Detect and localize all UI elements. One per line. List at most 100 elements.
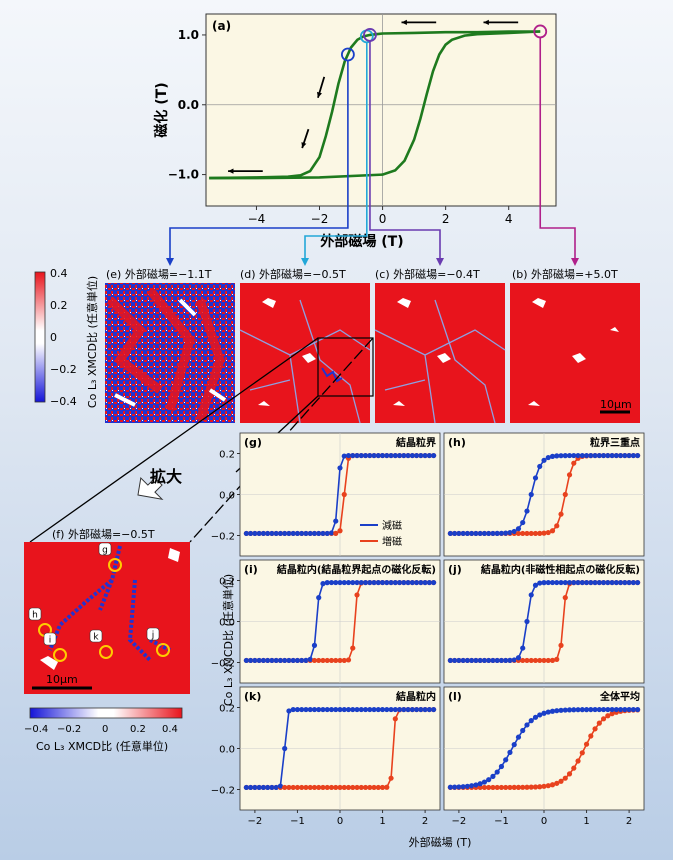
ascending-branch <box>209 30 541 180</box>
decreasing-point <box>613 706 619 713</box>
increasing-point <box>558 511 564 517</box>
panel-label-a: (a) <box>212 19 231 33</box>
increasing-point <box>379 784 386 791</box>
decreasing-point <box>375 579 381 586</box>
decreasing-point <box>532 714 539 720</box>
hyst-xtick-4: 4 <box>505 212 513 226</box>
decreasing-point <box>511 742 517 748</box>
increasing-point <box>511 784 517 790</box>
increasing-point <box>354 592 360 598</box>
decreasing-point <box>609 579 615 586</box>
decreasing-point <box>358 579 364 586</box>
increasing-point <box>545 657 551 664</box>
increasing-point <box>333 784 339 791</box>
increasing-point <box>524 530 530 537</box>
decreasing-point <box>592 579 598 586</box>
increasing-point <box>524 657 530 664</box>
inset-point-marker-g <box>108 558 122 572</box>
decreasing-point <box>528 491 534 498</box>
decreasing-point <box>524 722 530 728</box>
decreasing-point <box>583 452 590 459</box>
decreasing-point <box>452 784 458 790</box>
decreasing-point <box>549 579 556 586</box>
scale-bar-main-label: 10μm <box>600 398 632 411</box>
increasing-point <box>571 460 577 466</box>
loop-id: (l) <box>448 690 462 703</box>
decreasing-point <box>481 657 488 664</box>
decreasing-point <box>269 530 275 537</box>
decreasing-point <box>269 784 275 791</box>
decreasing-point <box>431 706 437 713</box>
cb-bot-tick-4: 0.2 <box>130 724 146 735</box>
decreasing-point <box>571 707 577 713</box>
decreasing-point <box>473 657 479 664</box>
increasing-point <box>358 784 364 791</box>
increasing-point <box>554 780 560 786</box>
increasing-point <box>311 657 318 664</box>
decreasing-point <box>345 579 352 586</box>
decreasing-point <box>605 452 611 459</box>
increasing-point <box>337 784 343 791</box>
decreasing-point <box>541 580 547 586</box>
increasing-point <box>592 726 598 732</box>
loop-id: (i) <box>244 563 258 576</box>
decreasing-point <box>405 579 411 586</box>
decreasing-point <box>379 579 386 586</box>
inset-point-tag-g <box>98 542 112 556</box>
cb-top-tick-4: −0.2 <box>50 363 77 376</box>
increasing-point <box>588 733 594 739</box>
decreasing-point <box>562 579 568 586</box>
decreasing-point <box>405 706 411 713</box>
decreasing-point <box>460 784 466 790</box>
loop-title: 結晶粒界 <box>396 436 436 449</box>
loop-ytick: 0.0 <box>219 745 235 756</box>
arrow-1 <box>483 19 519 25</box>
increasing-point <box>392 716 398 722</box>
decreasing-point <box>596 706 602 713</box>
increasing-point <box>371 784 377 791</box>
decreasing-point <box>282 657 288 664</box>
decreasing-point <box>507 657 513 663</box>
loop-xtick: −2 <box>452 816 467 827</box>
descending-branch <box>209 30 541 180</box>
increasing-point <box>341 491 347 498</box>
inset-point-marker-i <box>53 648 67 662</box>
decreasing-point <box>630 579 636 586</box>
decreasing-point <box>635 579 641 586</box>
hyst-xtick-1: −2 <box>311 212 329 226</box>
increasing-point <box>367 784 373 791</box>
decreasing-point <box>273 530 279 537</box>
inset-point-label-g: g <box>102 546 108 556</box>
arrow-3 <box>316 76 326 99</box>
increasing-point <box>486 784 492 791</box>
inset-point-tag-j <box>146 627 160 641</box>
decreasing-point <box>511 528 517 535</box>
decreasing-point <box>311 642 318 648</box>
increasing-point <box>350 784 356 791</box>
arrow-2 <box>401 19 437 25</box>
decreasing-point <box>609 706 615 713</box>
decreasing-point <box>630 706 636 713</box>
decreasing-point <box>515 655 522 661</box>
decreasing-point <box>243 657 249 664</box>
decreasing-point <box>498 763 505 770</box>
decreasing-point <box>579 579 585 586</box>
increasing-point <box>388 775 394 781</box>
decreasing-point <box>418 579 424 586</box>
decreasing-point <box>477 657 483 664</box>
decreasing-point <box>566 579 573 586</box>
decreasing-point <box>367 706 373 713</box>
decreasing-point <box>413 452 420 459</box>
decreasing-point <box>260 657 267 664</box>
decreasing-point <box>333 706 339 713</box>
increasing-point <box>490 784 496 791</box>
increasing-point <box>286 784 292 791</box>
decreasing-point <box>541 710 547 716</box>
decreasing-point <box>311 530 318 537</box>
decreasing-point <box>592 706 598 713</box>
decreasing-point <box>269 657 275 664</box>
loop-xtick: 2 <box>626 816 632 827</box>
decreasing-point <box>600 579 607 586</box>
decreasing-point <box>447 530 453 537</box>
decreasing-point <box>537 712 543 718</box>
